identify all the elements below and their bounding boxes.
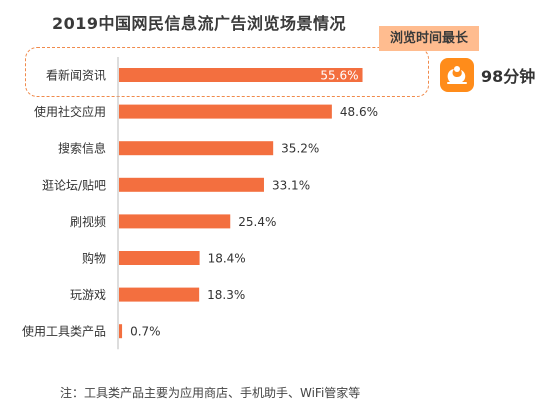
category-label: 使用社交应用 xyxy=(34,104,106,119)
value-label: 55.6% xyxy=(320,69,358,83)
squirrel-icon xyxy=(447,66,467,84)
category-label: 购物 xyxy=(82,251,106,266)
bar xyxy=(119,68,363,82)
value-label: 33.1% xyxy=(272,178,310,192)
bar xyxy=(119,141,274,156)
longest-duration: 98分钟 xyxy=(481,67,536,86)
bar xyxy=(119,177,264,192)
category-label: 刷视频 xyxy=(70,214,106,229)
bar xyxy=(119,104,332,119)
category-label: 使用工具类产品 xyxy=(22,324,106,339)
value-label: 18.3% xyxy=(207,288,245,302)
category-label: 逛论坛/贴吧 xyxy=(42,178,106,192)
value-label: 35.2% xyxy=(281,142,319,156)
bar xyxy=(119,287,200,302)
callout-label: 浏览时间最长 xyxy=(379,26,479,51)
footnote: 注：工具类产品主要为应用商店、手机助手、WiFi管家等 xyxy=(60,386,361,400)
value-label: 48.6% xyxy=(340,105,378,119)
category-label: 看新闻资讯 xyxy=(46,68,106,83)
value-label: 18.4% xyxy=(208,252,246,266)
bar xyxy=(119,324,123,339)
bar xyxy=(119,214,231,229)
highlight-box xyxy=(25,47,429,97)
value-label: 0.7% xyxy=(130,325,161,339)
category-label: 搜索信息 xyxy=(58,141,106,156)
category-label: 玩游戏 xyxy=(70,288,106,302)
uc-browser-squirrel-icon xyxy=(440,58,474,92)
value-label: 25.4% xyxy=(238,215,276,229)
bar xyxy=(119,251,200,265)
chart-title: 2019中国网民信息流广告浏览场景情况 xyxy=(52,14,347,33)
